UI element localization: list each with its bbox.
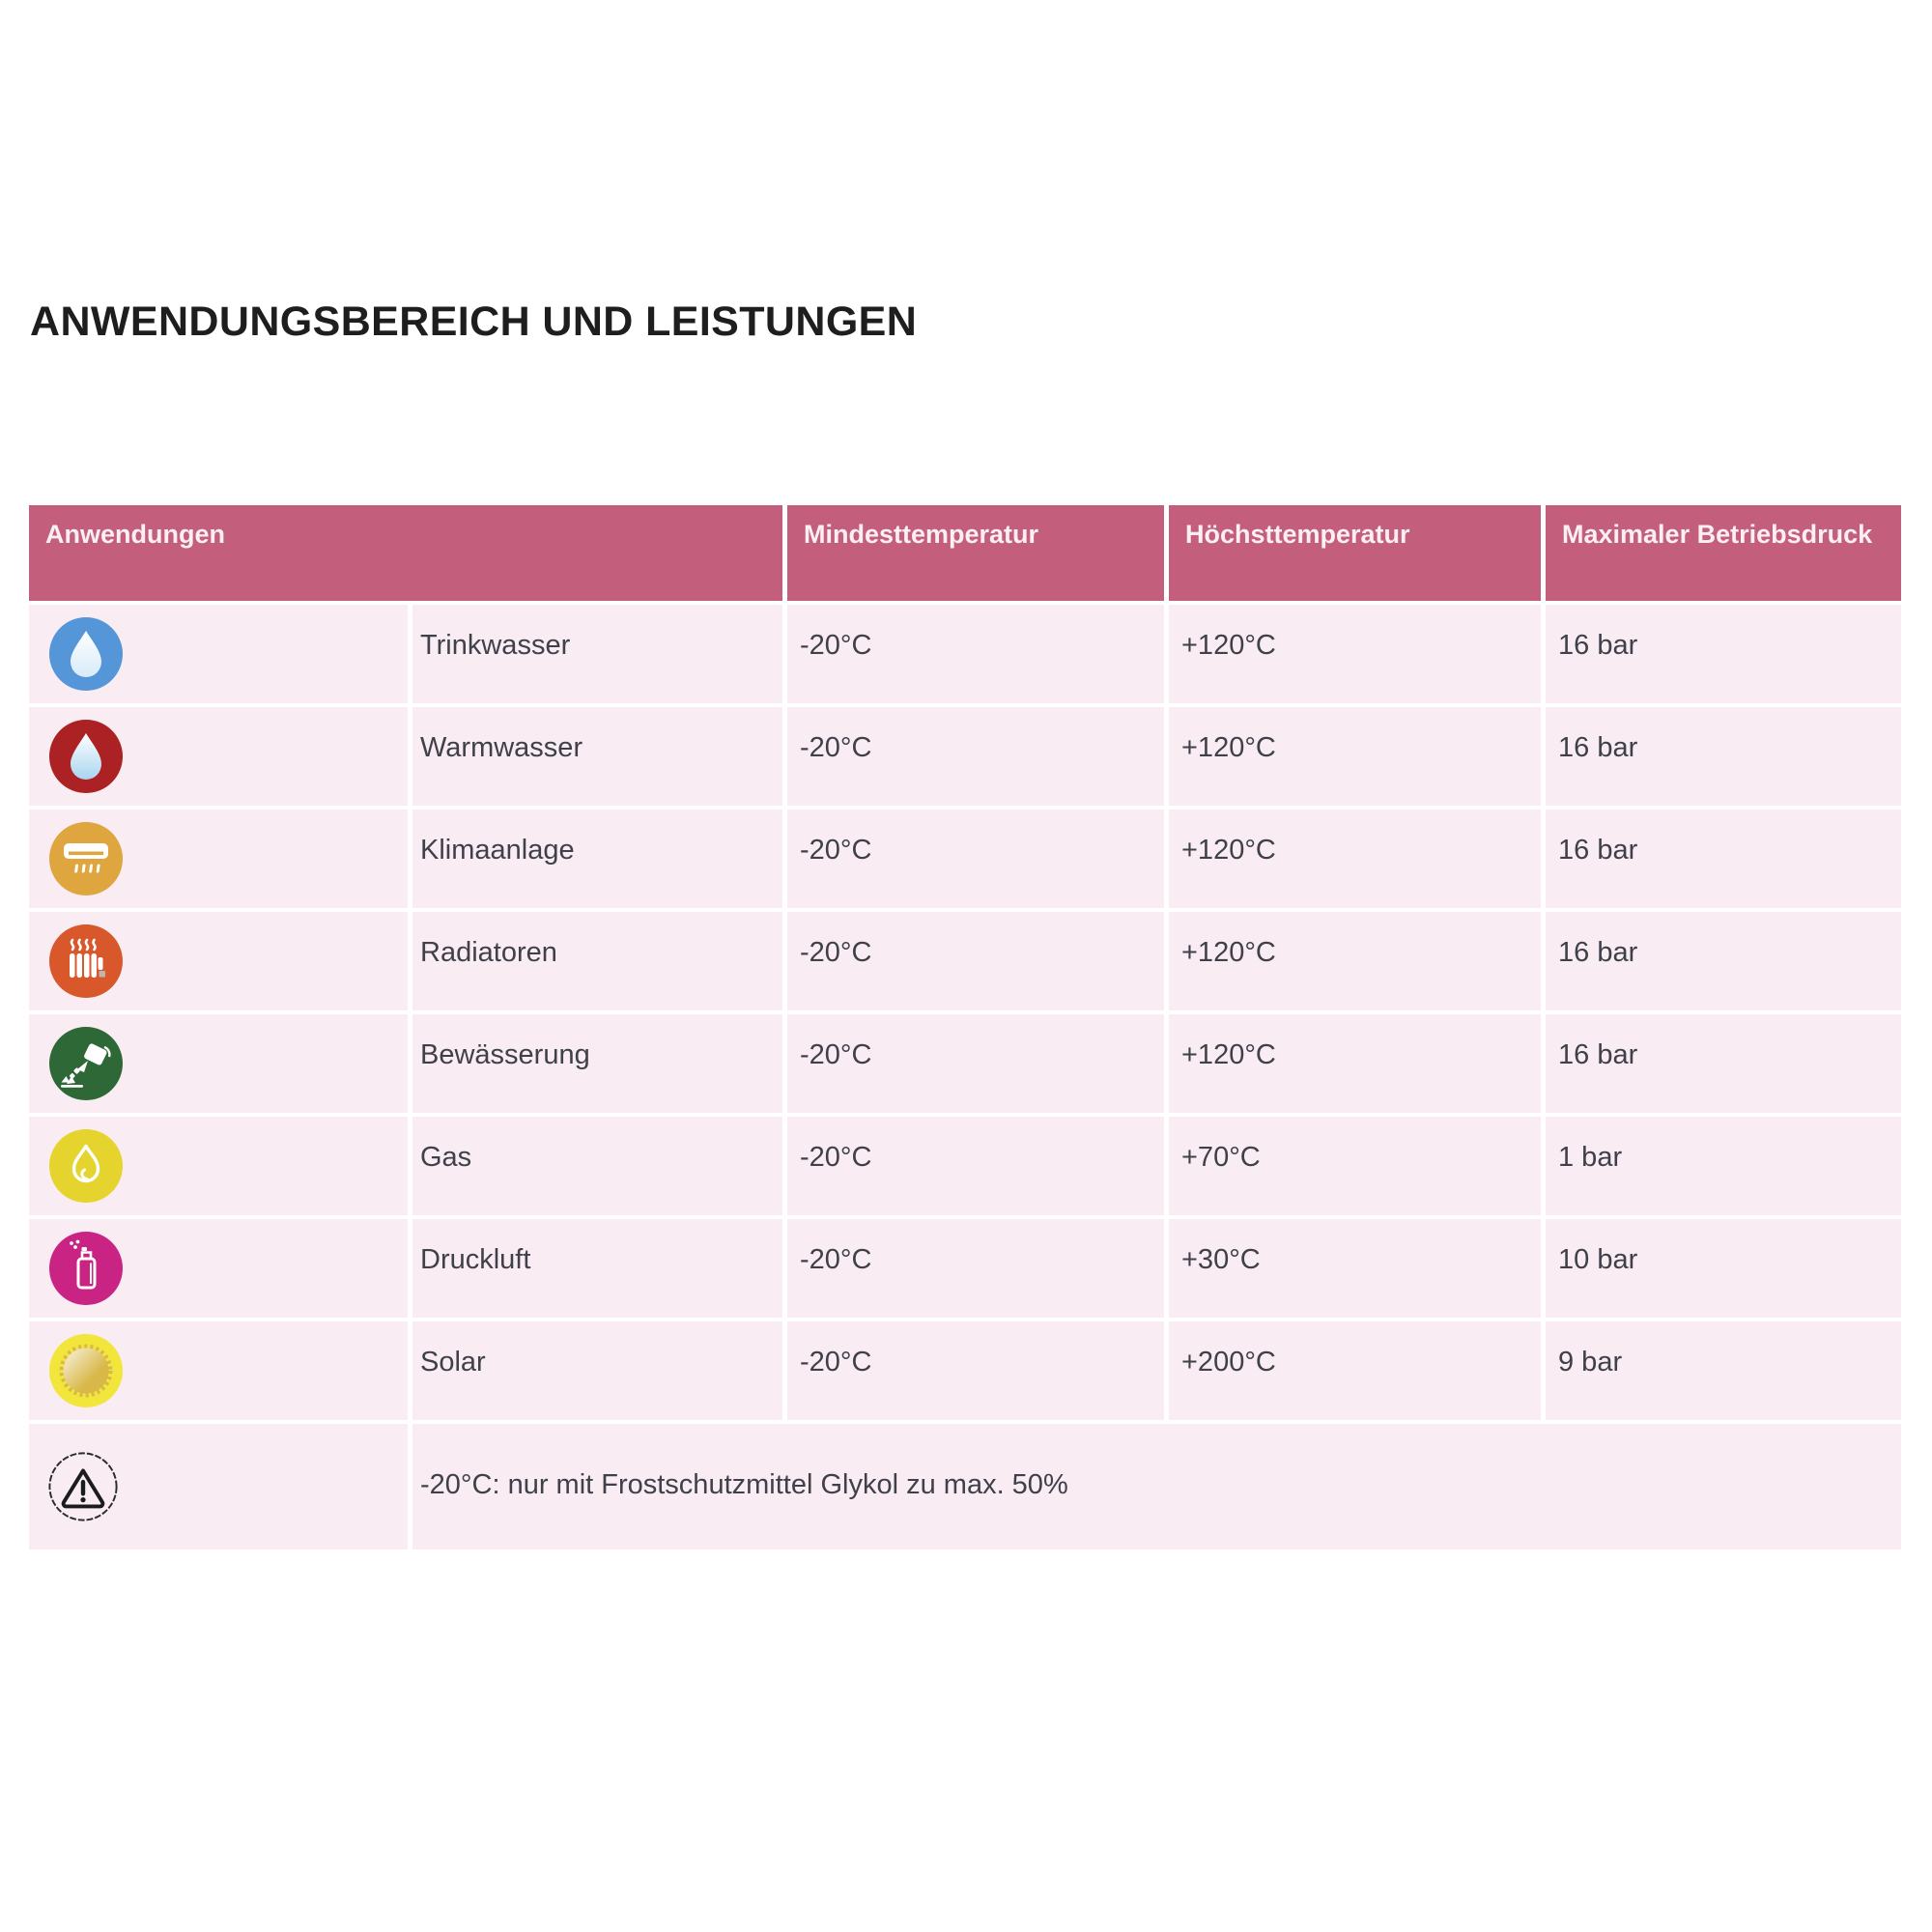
row-max-temp: +70°C	[1169, 1117, 1541, 1215]
header-max-temp: Höchsttemperatur	[1169, 505, 1541, 601]
row-max-pressure: 10 bar	[1546, 1219, 1901, 1318]
row-label: Warmwasser	[412, 707, 782, 806]
gas-flame-icon	[49, 1129, 123, 1203]
row-label: Solar	[412, 1321, 782, 1420]
note-icon-cell	[29, 1424, 408, 1549]
table-row-icon-cell	[29, 1014, 408, 1113]
row-min-temp: -20°C	[787, 1321, 1164, 1420]
row-max-pressure: 16 bar	[1546, 707, 1901, 806]
table-row-icon-cell	[29, 1117, 408, 1215]
header-min-temp: Mindesttemperatur	[787, 505, 1164, 601]
table-row-icon-cell	[29, 707, 408, 806]
table-row-icon-cell	[29, 912, 408, 1010]
row-min-temp: -20°C	[787, 912, 1164, 1010]
warning-icon	[48, 1452, 118, 1521]
row-max-temp: +120°C	[1169, 810, 1541, 908]
header-applications: Anwendungen	[29, 505, 782, 601]
air-conditioner-icon	[49, 822, 123, 895]
spray-can-icon	[49, 1232, 123, 1305]
row-min-temp: -20°C	[787, 1117, 1164, 1215]
row-min-temp: -20°C	[787, 810, 1164, 908]
row-min-temp: -20°C	[787, 605, 1164, 703]
row-label: Bewässerung	[412, 1014, 782, 1113]
row-max-temp: +120°C	[1169, 707, 1541, 806]
row-max-pressure: 1 bar	[1546, 1117, 1901, 1215]
row-max-temp: +120°C	[1169, 912, 1541, 1010]
row-label: Trinkwasser	[412, 605, 782, 703]
row-max-pressure: 16 bar	[1546, 1014, 1901, 1113]
row-max-pressure: 9 bar	[1546, 1321, 1901, 1420]
applications-table: Anwendungen Mindesttemperatur Höchsttemp…	[29, 505, 1901, 1549]
row-min-temp: -20°C	[787, 1014, 1164, 1113]
water-drop-icon	[49, 617, 123, 691]
header-max-pressure: Maximaler Betriebsdruck	[1546, 505, 1901, 601]
row-label: Druckluft	[412, 1219, 782, 1318]
row-label: Klimaanlage	[412, 810, 782, 908]
row-max-pressure: 16 bar	[1546, 605, 1901, 703]
table-row-icon-cell	[29, 1219, 408, 1318]
watering-can-icon	[49, 1027, 123, 1100]
row-max-temp: +200°C	[1169, 1321, 1541, 1420]
row-min-temp: -20°C	[787, 1219, 1164, 1318]
row-min-temp: -20°C	[787, 707, 1164, 806]
table-row-icon-cell	[29, 605, 408, 703]
hot-water-drop-icon	[49, 720, 123, 793]
page-title: ANWENDUNGSBEREICH UND LEISTUNGEN	[30, 298, 918, 345]
table-row-icon-cell	[29, 810, 408, 908]
row-max-temp: +120°C	[1169, 605, 1541, 703]
row-max-pressure: 16 bar	[1546, 912, 1901, 1010]
row-label: Gas	[412, 1117, 782, 1215]
row-label: Radiatoren	[412, 912, 782, 1010]
row-max-pressure: 16 bar	[1546, 810, 1901, 908]
row-max-temp: +120°C	[1169, 1014, 1541, 1113]
sun-icon	[49, 1334, 123, 1407]
note-text: -20°C: nur mit Frostschutzmittel Glykol …	[412, 1424, 1901, 1549]
row-max-temp: +30°C	[1169, 1219, 1541, 1318]
table-row-icon-cell	[29, 1321, 408, 1420]
radiator-icon	[49, 924, 123, 998]
